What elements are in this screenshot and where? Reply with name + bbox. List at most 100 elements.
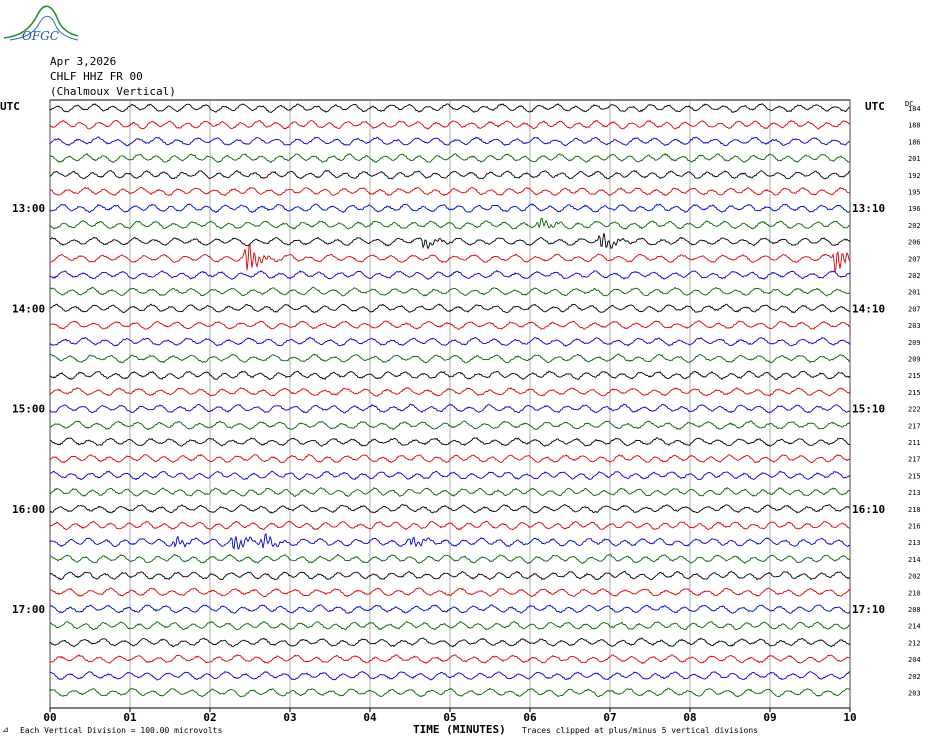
dc-offset-label: 184 [908, 105, 921, 113]
dc-offset-label: 222 [908, 406, 921, 414]
dc-offset-label: 207 [908, 305, 921, 313]
dc-offset-label: 202 [908, 222, 921, 230]
dc-offset-label: 215 [908, 389, 921, 397]
scale-note: Each Vertical Division = 100.00 microvol… [20, 726, 223, 735]
trace-line [49, 186, 851, 197]
x-tick-label: 06 [523, 711, 537, 724]
hour-label: 17:00 [12, 603, 45, 616]
dc-offset-label: 214 [908, 556, 921, 564]
dc-offset-label: 215 [908, 372, 921, 380]
hour-label: 14:00 [12, 302, 45, 315]
dc-offset-label: 201 [908, 155, 921, 163]
hour-label: 16:10 [852, 503, 885, 516]
dc-offset-label: 192 [908, 172, 921, 180]
trace-line [49, 520, 851, 531]
x-tick-label: 01 [123, 711, 137, 724]
trace-line [49, 336, 851, 347]
dc-offset-label: 201 [908, 289, 921, 297]
dc-offset-label: 209 [908, 356, 921, 364]
x-tick-label: 07 [603, 711, 616, 724]
trace-line [49, 553, 851, 564]
dc-offset-label: 216 [908, 523, 921, 531]
trace-line [49, 103, 851, 114]
trace-line [49, 169, 851, 180]
dc-offset-label: 211 [908, 439, 921, 447]
hour-label: 16:00 [12, 503, 45, 516]
trace-line [49, 403, 851, 414]
component-label: (Chalmoux Vertical) [50, 85, 176, 98]
dc-offset-label: 206 [908, 239, 921, 247]
trace-line [49, 587, 851, 598]
dc-offset-label: 196 [908, 205, 921, 213]
trace-line [49, 503, 851, 514]
trace-line [49, 217, 851, 230]
dc-offset-label: 209 [908, 339, 921, 347]
dc-offset-label: 202 [908, 272, 921, 280]
dc-offset-label: 213 [908, 489, 921, 497]
dc-offset-label: 217 [908, 456, 921, 464]
trace-line [49, 604, 851, 614]
scale-icon: ⊿ [2, 725, 9, 734]
trace-line [49, 370, 851, 381]
dc-offset-label: 213 [908, 539, 921, 547]
trace-line [50, 470, 851, 481]
trace-line [49, 654, 851, 665]
trace-line [49, 532, 851, 550]
dc-offset-label: 188 [908, 122, 921, 130]
x-tick-label: 08 [683, 711, 696, 724]
x-tick-label: 00 [43, 711, 56, 724]
trace-line [49, 353, 851, 364]
hour-label: 15:10 [852, 403, 885, 416]
trace-line [49, 487, 851, 498]
dc-offset-label: 210 [908, 589, 921, 597]
trace-line [49, 119, 851, 130]
trace-line [49, 152, 851, 164]
hour-label: 15:00 [12, 403, 45, 416]
trace-line [49, 687, 851, 698]
clip-note: Traces clipped at plus/minus 5 vertical … [522, 726, 759, 735]
trace-line [49, 453, 851, 464]
trace-line [50, 320, 851, 330]
trace-group [49, 103, 851, 698]
dc-offset-label: 204 [908, 656, 921, 664]
logo-text: OFGC [22, 29, 59, 43]
trace-line [49, 244, 851, 273]
hour-label: 14:10 [852, 302, 885, 315]
dc-offset-label: 203 [908, 690, 921, 698]
dc-header-label: DC [905, 100, 913, 108]
dc-offset-label: 202 [908, 573, 921, 581]
trace-line [49, 286, 851, 297]
x-axis-title: TIME (MINUTES) [413, 723, 506, 736]
dc-offset-label: 217 [908, 422, 921, 430]
trace-line [49, 670, 851, 681]
dc-offset-label: 208 [908, 606, 921, 614]
trace-line [49, 436, 851, 447]
trace-line [49, 637, 851, 648]
station-label: CHLF HHZ FR 00 [50, 70, 143, 83]
trace-line [49, 420, 851, 431]
x-tick-label: 10 [843, 711, 856, 724]
trace-line [49, 386, 851, 397]
hour-label: 13:00 [12, 202, 45, 215]
trace-line [49, 203, 851, 214]
x-tick-label: 04 [363, 711, 377, 724]
dc-offset-label: 214 [908, 623, 921, 631]
trace-line [49, 232, 851, 250]
trace-line [49, 303, 851, 314]
x-tick-label: 05 [443, 711, 456, 724]
trace-line [50, 620, 851, 631]
hour-label: 17:10 [852, 603, 885, 616]
hour-label: 13:10 [852, 202, 885, 215]
right-tz-label: UTC [865, 100, 885, 113]
dc-offset-label: 215 [908, 472, 921, 480]
dc-offset-label: 186 [908, 138, 921, 146]
left-tz-label: UTC [0, 100, 20, 113]
x-tick-label: 09 [763, 711, 776, 724]
x-tick-label: 02 [203, 711, 216, 724]
trace-line [49, 570, 851, 581]
trace-line [49, 269, 851, 281]
trace-line [49, 136, 851, 147]
dc-offset-label: 195 [908, 189, 921, 197]
dc-offset-label: 203 [908, 322, 921, 330]
